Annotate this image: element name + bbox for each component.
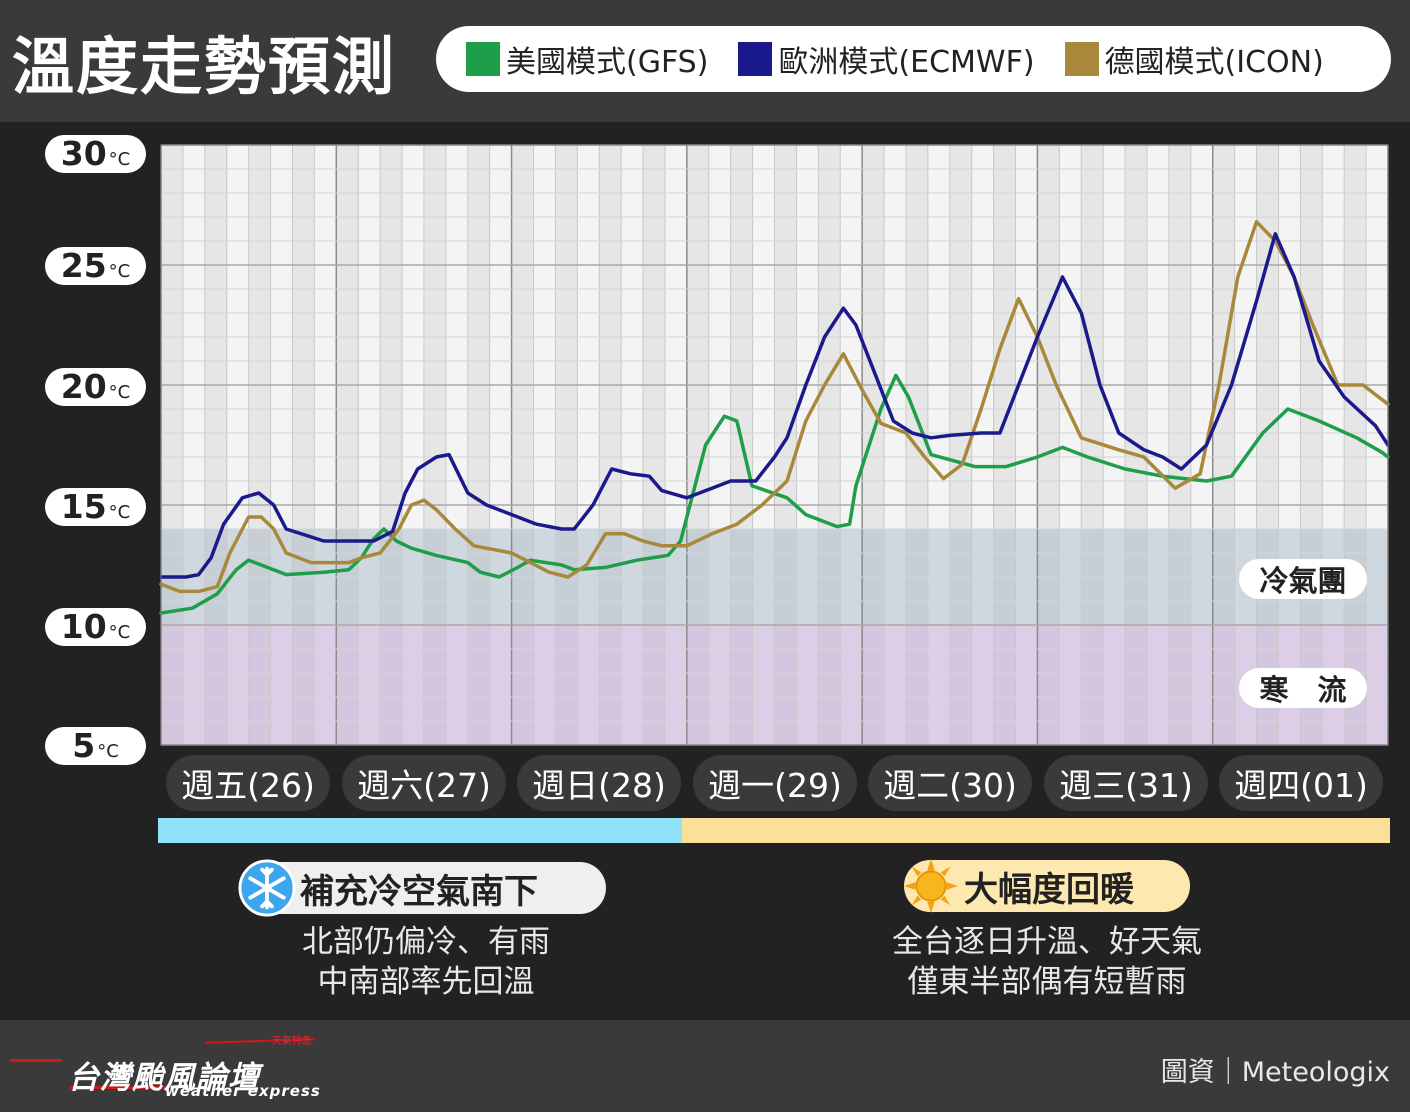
day-label-wed: 週三(31)	[1044, 755, 1208, 811]
series-line-1	[159, 232, 1390, 579]
legend-item-ecmwf: 歐洲模式(ECMWF)	[738, 37, 1035, 81]
grid-strip	[862, 145, 885, 745]
zone-label-cold-surge: 寒 流	[1239, 668, 1367, 708]
day-label-sun: 週日(28)	[517, 755, 681, 811]
snowflake-icon	[238, 859, 296, 917]
grid-strip	[643, 145, 665, 745]
plot-frame	[160, 144, 1389, 746]
period-tag-cold: 補充冷空氣南下	[238, 859, 606, 917]
page-title: 溫度走勢預測	[12, 30, 397, 103]
period-tag-warm-label: 大幅度回暖	[964, 869, 1134, 910]
logo-stripe	[70, 1086, 165, 1089]
logo-subtext: weather express	[165, 1082, 321, 1100]
legend-swatch-icon	[1064, 42, 1099, 76]
day-label-thu: 週四(01)	[1219, 755, 1383, 811]
grid-strip	[774, 145, 797, 745]
period-bar-warm	[682, 818, 1390, 843]
grid-strip	[555, 145, 578, 745]
y-tick-10: 10 °C	[45, 608, 146, 646]
legend-item-icon: 德國模式(ICON)	[1064, 37, 1324, 81]
grid-strip	[336, 145, 359, 745]
series-line-2	[159, 220, 1390, 594]
y-tick-15: 15 °C	[45, 488, 146, 526]
legend: 美國模式(GFS) 歐洲模式(ECMWF) 德國模式(ICON)	[436, 26, 1391, 92]
grid-strip	[204, 145, 227, 745]
legend-swatch-ecmwf	[738, 42, 773, 76]
y-tick-30: 30 °C	[45, 135, 146, 173]
brand-logo: 天氣特急 台灣颱風論壇 weather express	[10, 1030, 330, 1105]
footer-bar	[0, 1020, 1410, 1112]
data-credit: 圖資｜Meteologix	[1160, 1057, 1390, 1088]
grid-strip	[1212, 145, 1235, 745]
y-tick-5: 5 °C	[45, 727, 146, 765]
logo-stripe	[10, 1059, 62, 1062]
grid-strip	[818, 145, 841, 745]
sun-icon	[903, 858, 959, 914]
logo-text: 台灣颱風論壇	[68, 1060, 260, 1096]
period-desc-cold-line1: 北部仍偏冷、有雨	[302, 924, 550, 960]
grid-strip	[686, 145, 709, 745]
period-tag-cold-label: 補充冷空氣南下	[300, 871, 538, 912]
day-label-tue: 週二(30)	[868, 755, 1032, 811]
day-label-mon: 週一(29)	[693, 755, 857, 811]
grid-strip	[1081, 145, 1104, 745]
period-desc-warm-line1: 全台逐日升溫、好天氣	[892, 924, 1202, 960]
y-tick-25: 25 °C	[45, 247, 146, 285]
grid-strip	[949, 145, 972, 745]
grid-strip	[380, 145, 403, 745]
grid-strip	[511, 145, 534, 745]
zone-label-cold-air: 冷氣團	[1239, 559, 1367, 599]
legend-label-ecmwf: 歐洲模式(ECMWF)	[778, 45, 1035, 80]
legend-label-icon: 德國模式(ICON)	[1104, 45, 1324, 80]
grid-strip	[993, 145, 1016, 745]
y-tick-20: 20 °C	[45, 368, 146, 406]
grid-strip	[161, 145, 183, 745]
period-desc-cold: 北部仍偏冷、有雨 中南部率先回溫	[186, 922, 666, 1002]
legend-swatch-gfs	[466, 42, 500, 76]
grid-strip	[248, 145, 271, 745]
grid-strip	[292, 145, 315, 745]
logo-small-text: 天氣特急	[272, 1036, 312, 1047]
grid-strip	[599, 145, 622, 745]
legend-item-gfs: 美國模式(GFS)	[466, 37, 708, 81]
grid-strip	[1168, 145, 1191, 745]
grid-strip	[423, 145, 446, 745]
period-desc-warm-line2: 僅東半部偶有短暫雨	[907, 964, 1187, 1000]
period-tag-warm: 大幅度回暖	[903, 858, 1190, 914]
day-label-fri: 週五(26)	[166, 755, 330, 811]
legend-label-gfs: 美國模式(GFS)	[506, 45, 709, 80]
day-label-sat: 週六(27)	[342, 755, 506, 811]
grid-strip	[467, 145, 490, 745]
period-desc-cold-line2: 中南部率先回溫	[317, 964, 535, 1000]
period-desc-warm: 全台逐日升溫、好天氣 僅東半部偶有短暫雨	[807, 922, 1287, 1002]
period-bar-cold	[158, 818, 682, 843]
